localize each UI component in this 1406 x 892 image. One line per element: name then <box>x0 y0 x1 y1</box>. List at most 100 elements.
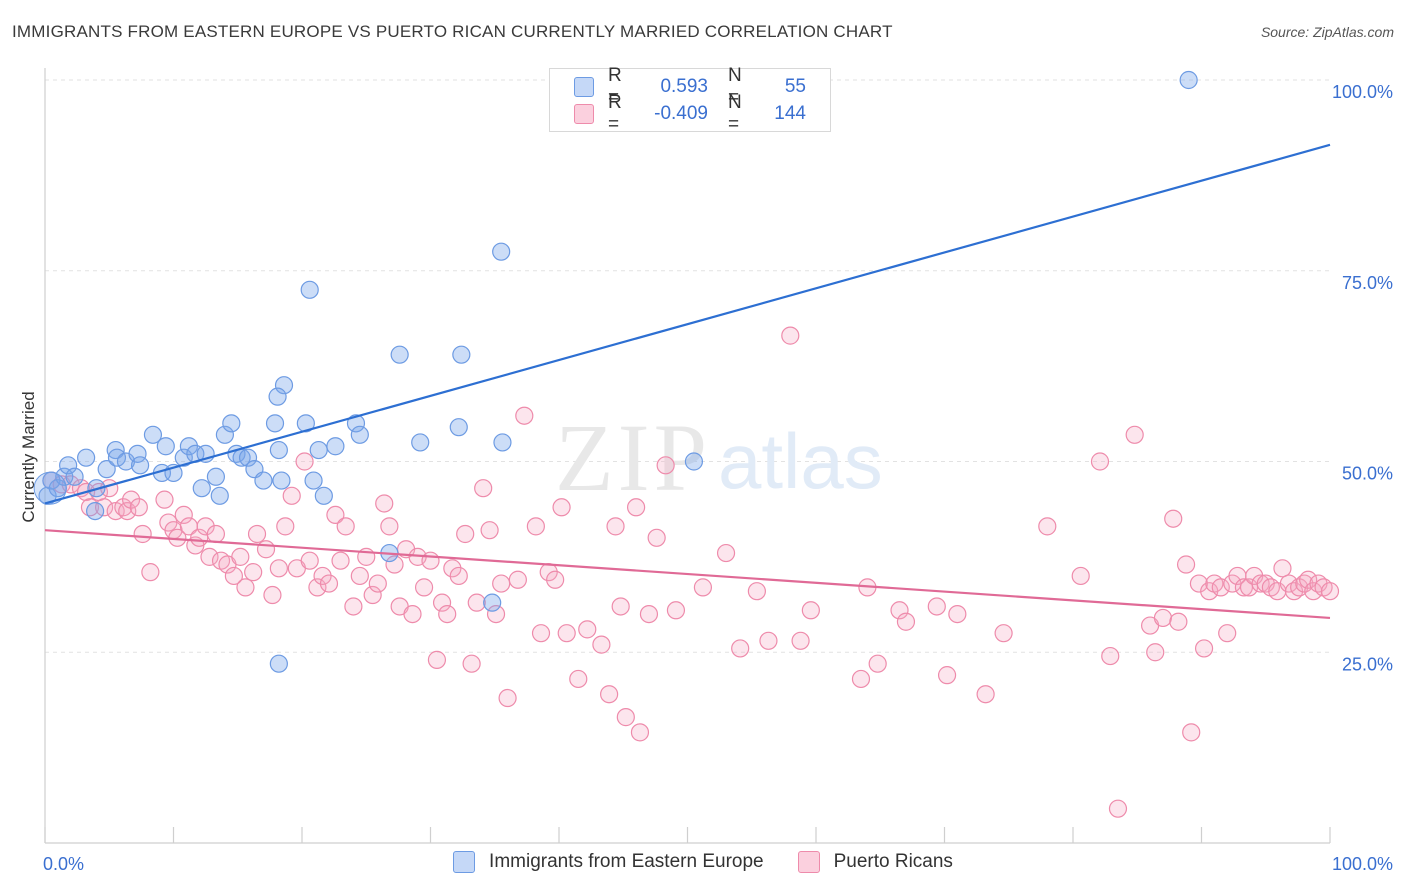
y-tick-label: 75.0% <box>1342 273 1393 293</box>
puerto-rican-point <box>1251 574 1270 593</box>
bottom-legend-item-eastern-europe[interactable]: Immigrants from Eastern Europe <box>453 851 764 873</box>
puerto-rican-point <box>256 540 276 559</box>
eastern-europe-point <box>222 414 241 433</box>
eastern-europe-point <box>326 437 345 456</box>
eastern-europe-point <box>390 345 409 364</box>
eastern-europe-point <box>272 471 291 490</box>
puerto-rican-point <box>781 326 800 345</box>
eastern-europe-point <box>483 593 502 612</box>
puerto-rican-point <box>606 517 625 536</box>
series-points <box>33 70 1340 818</box>
puerto-rican-point <box>474 479 493 498</box>
puerto-rican-point <box>231 547 250 566</box>
eastern-europe-point <box>86 501 105 521</box>
puerto-rican-point <box>976 685 995 704</box>
bottom-legend-swatch-pink <box>797 851 820 873</box>
legend-swatch-pink <box>574 104 594 124</box>
legend-n-value: 144 <box>774 103 806 124</box>
puerto-rican-point <box>639 604 659 624</box>
puerto-rican-point <box>236 578 255 597</box>
puerto-rican-point <box>118 501 137 521</box>
eastern-europe-point <box>77 448 96 467</box>
puerto-rican-point <box>244 563 263 582</box>
eastern-europe-point <box>449 418 468 437</box>
puerto-rican-point <box>531 624 551 643</box>
puerto-rican-point <box>456 524 475 544</box>
eastern-europe-point <box>174 448 193 467</box>
legend-row-puerto-rican: R = -0.409 N = 144 <box>550 92 806 135</box>
eastern-europe-point <box>493 433 512 452</box>
puerto-rican-point <box>449 566 468 586</box>
puerto-rican-point <box>350 566 369 586</box>
puerto-rican-point <box>1038 517 1057 536</box>
puerto-rican-point <box>611 597 630 616</box>
puerto-rican-point <box>552 498 571 517</box>
puerto-rican-point <box>95 498 114 517</box>
puerto-rican-point <box>759 631 778 650</box>
puerto-rican-point <box>200 547 219 566</box>
y-axis-label: Currently Married <box>19 391 38 522</box>
puerto-rican-point <box>174 505 193 525</box>
puerto-rican-point <box>647 528 666 547</box>
eastern-europe-point <box>296 414 315 433</box>
eastern-europe-point <box>304 471 323 490</box>
eastern-europe-point <box>309 440 328 460</box>
puerto-rican-point <box>791 631 810 650</box>
puerto-rican-point <box>851 669 871 689</box>
eastern-europe-point <box>411 433 430 452</box>
puerto-rican-point <box>375 494 394 513</box>
puerto-rican-point <box>1090 452 1110 471</box>
puerto-rican-point <box>1153 608 1173 628</box>
eastern-europe-point <box>238 448 258 467</box>
x-tick-label: 100.0% <box>1332 854 1393 874</box>
trend-lines <box>44 143 1331 620</box>
puerto-rican-point <box>801 601 820 620</box>
puerto-rican-point <box>295 452 314 471</box>
puerto-rican-point <box>129 498 148 517</box>
puerto-rican-point <box>432 593 452 612</box>
puerto-rican-point <box>462 654 481 673</box>
eastern-europe-point <box>107 448 127 467</box>
puerto-rican-point <box>747 582 766 601</box>
eastern-europe-point <box>300 280 319 299</box>
eastern-europe-trend-line <box>44 143 1331 505</box>
puerto-rican-point <box>380 517 399 536</box>
puerto-rican-point <box>896 612 916 631</box>
puerto-rican-point <box>1320 582 1340 601</box>
bottom-legend: Immigrants from Eastern Europe Puerto Ri… <box>0 851 1406 873</box>
puerto-rican-point <box>276 517 295 536</box>
bottom-legend-item-puerto-ricans[interactable]: Puerto Ricans <box>797 851 953 873</box>
eastern-europe-point <box>97 460 116 479</box>
puerto-rican-point <box>1182 723 1201 742</box>
puerto-rican-trend-line <box>44 529 1331 620</box>
puerto-rican-point <box>557 624 576 643</box>
puerto-rican-point <box>526 517 545 536</box>
puerto-rican-point <box>1146 643 1165 662</box>
eastern-europe-point <box>269 440 288 460</box>
puerto-rican-point <box>196 517 215 536</box>
legend-n-label: N = <box>728 92 742 135</box>
eastern-europe-point <box>33 471 67 505</box>
puerto-rican-point <box>592 635 611 654</box>
puerto-rican-point <box>626 498 646 517</box>
puerto-rican-point <box>1218 624 1237 643</box>
eastern-europe-point <box>269 654 288 673</box>
puerto-rican-point <box>1299 570 1318 589</box>
puerto-rican-point <box>224 566 243 586</box>
puerto-rican-point <box>403 604 422 624</box>
legend: R = 0.593 N = 55 R = -0.409 N = 144 <box>549 65 831 135</box>
puerto-rican-point <box>385 555 404 574</box>
puerto-rican-point <box>630 723 650 742</box>
eastern-europe-point <box>346 414 366 433</box>
puerto-rican-point <box>263 585 282 605</box>
puerto-rican-point <box>269 559 288 578</box>
puerto-rican-point <box>890 601 909 620</box>
grid <box>45 79 1330 653</box>
puerto-rican-point <box>1125 425 1144 444</box>
eastern-europe-point <box>215 425 234 444</box>
puerto-rican-point <box>994 624 1013 643</box>
legend-r-label: R = <box>608 65 622 108</box>
puerto-rican-point <box>308 578 327 597</box>
eastern-europe-point <box>55 467 74 486</box>
bottom-legend-swatch-blue <box>453 851 476 873</box>
